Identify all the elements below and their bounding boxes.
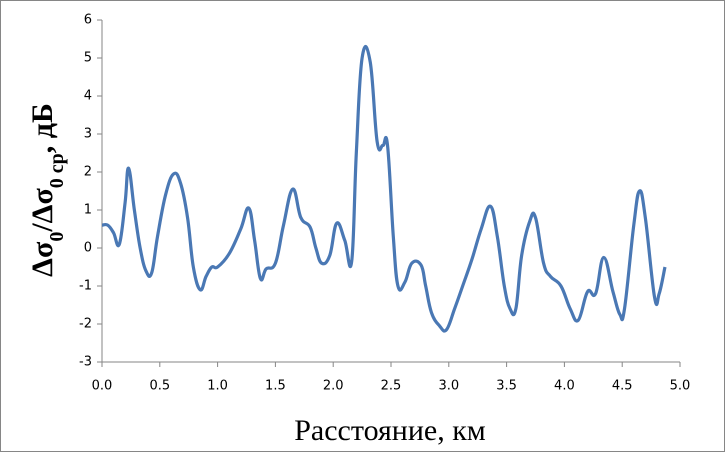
y-tick-label: 4 [84,89,92,104]
data-line [101,45,667,333]
y-tick-label: 3 [84,127,92,142]
y-tick-label: -2 [79,317,92,332]
x-tick-label: 1.0 [207,379,228,394]
x-tick-label: 3.0 [438,379,459,394]
x-tick-label: 4.0 [554,379,575,394]
y-axis-title-part: 0 ср [46,153,68,188]
y-axis-title-part: , дБ [26,103,59,153]
x-tick-label: 0.0 [92,379,113,394]
y-tick-label: 6 [84,13,92,28]
x-tick-label: 5.0 [670,379,691,394]
y-tick-label: 0 [84,241,92,256]
y-axis-title: Δσ0/Δσ0 ср, дБ [26,103,68,277]
y-tick-label: -3 [79,355,92,370]
x-tick-label: 2.0 [323,379,344,394]
x-tick-label: 0.5 [149,379,170,394]
y-tick-label: 1 [84,203,92,218]
y-tick-label: 2 [84,165,92,180]
x-tick-label: 3.5 [496,379,517,394]
y-tick-label: 5 [84,51,92,66]
y-axis-title-part: Δσ [26,241,59,277]
x-axis-title: Расстояние, км [294,414,486,447]
y-axis-title-part: 0 [46,232,68,242]
x-tick-label: 2.5 [381,379,402,394]
y-tick-label: -1 [79,279,92,294]
x-tick-label: 1.5 [265,379,286,394]
x-tick-label: 4.5 [612,379,633,394]
y-axis-title-part: /Δσ [26,188,59,233]
